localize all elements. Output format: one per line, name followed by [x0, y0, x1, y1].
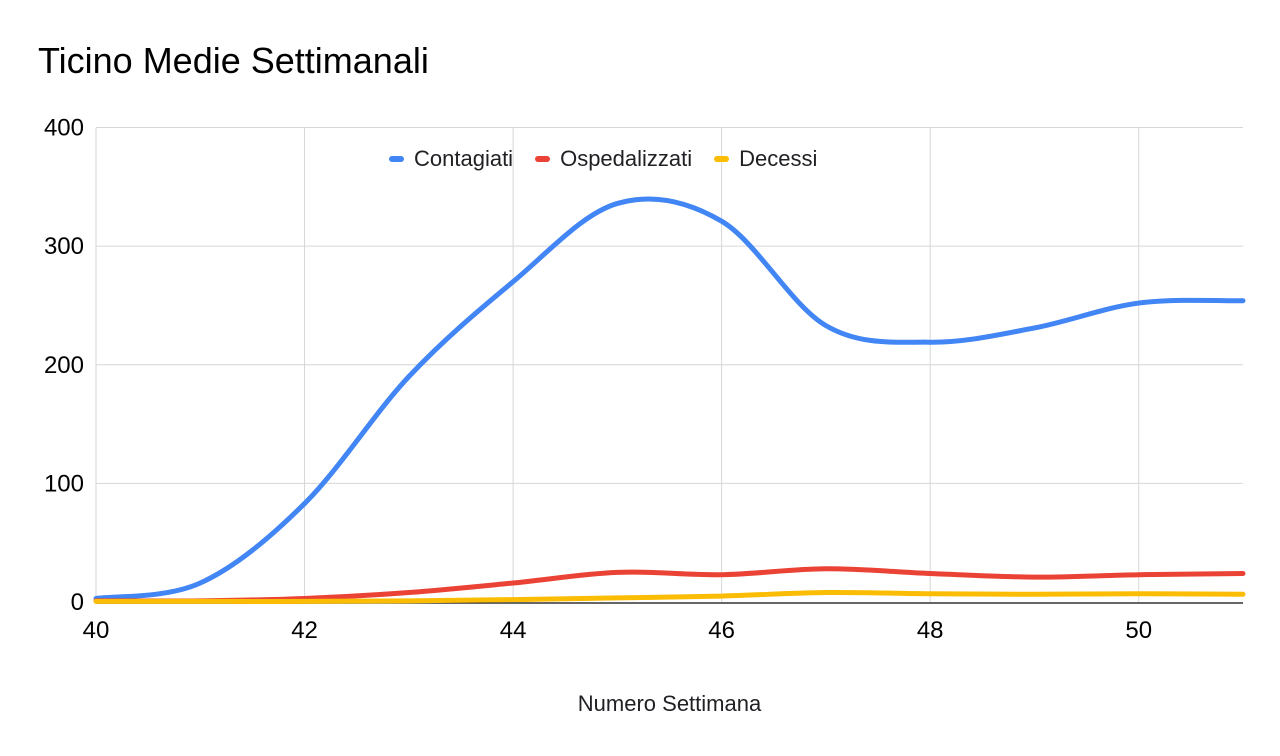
legend: Contagiati Ospedalizzati Decessi	[389, 146, 817, 172]
series-line-contagiati	[93, 196, 1246, 601]
x-axis-title: Numero Settimana	[577, 691, 762, 716]
x-tick-label-48: 48	[917, 617, 944, 644]
legend-label-decessi: Decessi	[739, 146, 818, 171]
legend-label-contagiati: Contagiati	[414, 146, 514, 171]
y-tick-label-300: 300	[44, 233, 84, 260]
x-tick-label-40: 40	[83, 617, 110, 644]
legend-item-decessi: Decessi	[714, 146, 817, 172]
legend-item-ospedalizzati: Ospedalizzati	[535, 146, 692, 172]
x-tick-label-42: 42	[291, 617, 318, 644]
y-tick-label-0: 0	[71, 589, 84, 616]
legend-dash-icon	[535, 156, 551, 162]
series-line-ospedalizzati	[93, 566, 1246, 604]
x-tick-label-50: 50	[1125, 617, 1152, 644]
legend-dash-icon	[714, 156, 730, 162]
chart-title: Ticino Medie Settimanali	[38, 40, 429, 81]
legend-label-ospedalizzati: Ospedalizzati	[560, 146, 693, 171]
y-tick-label-400: 400	[44, 115, 84, 142]
y-tick-label-100: 100	[44, 470, 84, 497]
series-line-decessi	[93, 589, 1246, 604]
legend-item-contagiati: Contagiati	[389, 146, 513, 172]
legend-dash-icon	[389, 156, 404, 162]
x-tick-label-44: 44	[500, 617, 527, 644]
y-tick-label-200: 200	[44, 352, 84, 379]
x-tick-label-46: 46	[708, 617, 735, 644]
